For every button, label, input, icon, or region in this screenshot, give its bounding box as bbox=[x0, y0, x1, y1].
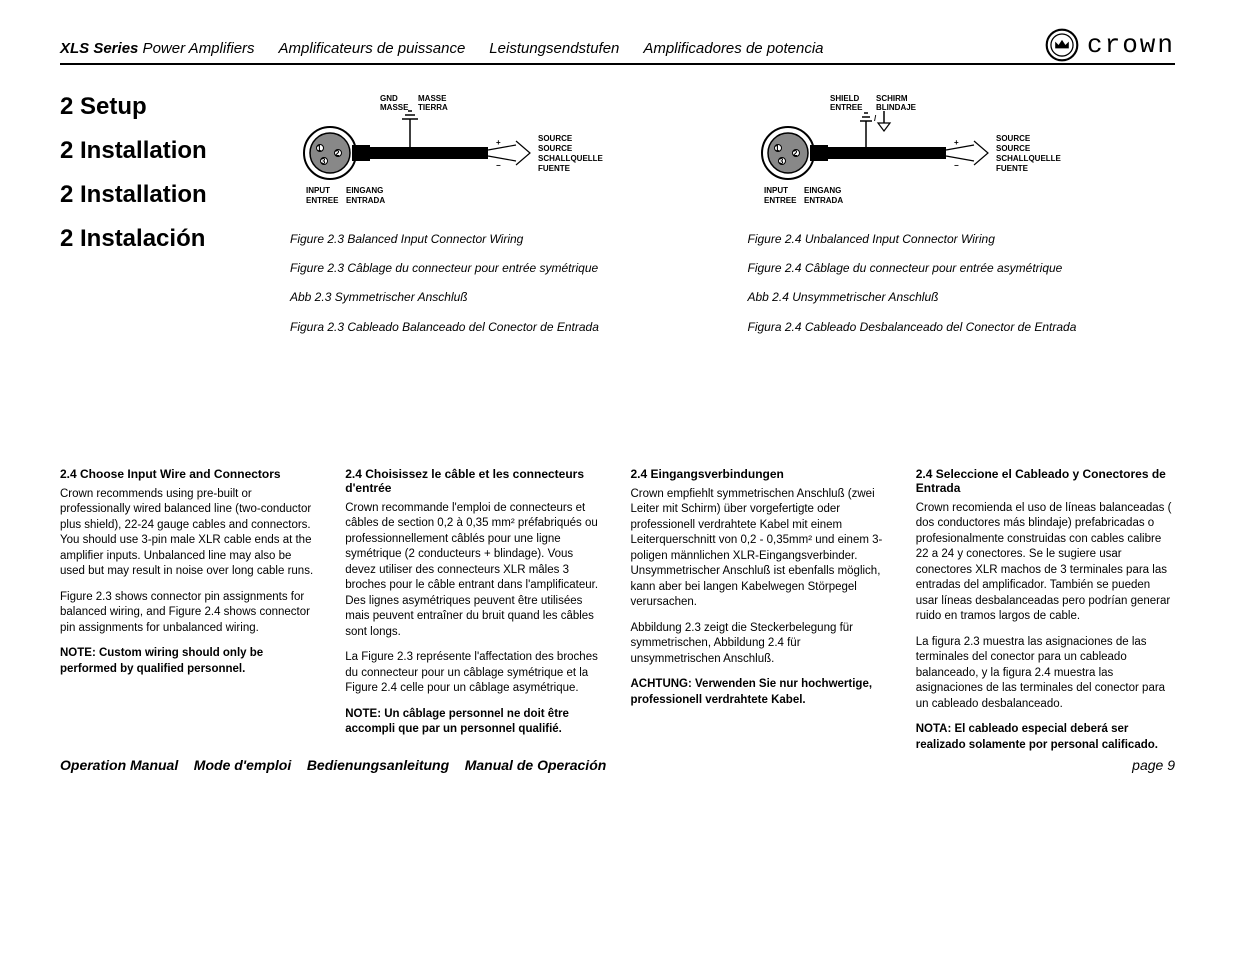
body-columns: 2.4 Choose Input Wire and Connectors Cro… bbox=[60, 467, 1175, 764]
col-es: 2.4 Seleccione el Cableado y Conectores … bbox=[916, 467, 1175, 764]
col-es-p1: Crown recomienda el uso de líneas balanc… bbox=[916, 501, 1175, 625]
svg-text:−: − bbox=[954, 161, 959, 170]
svg-text:ENTRADA: ENTRADA bbox=[346, 196, 385, 205]
page-number: page 9 bbox=[1132, 757, 1175, 773]
figure-2-3-diagram: 1 3 2 + − GND MASSE MASSE TI bbox=[290, 93, 718, 218]
col-es-note: NOTA: El cableado especial deberá ser re… bbox=[916, 722, 1175, 753]
svg-text:ENTREE: ENTREE bbox=[830, 103, 863, 112]
svg-text:FUENTE: FUENTE bbox=[996, 164, 1029, 173]
svg-text:+: + bbox=[954, 138, 959, 147]
svg-text:SOURCE: SOURCE bbox=[538, 144, 573, 153]
col-en-note: NOTE: Custom wiring should only be perfo… bbox=[60, 646, 319, 677]
svg-text:EINGANG: EINGANG bbox=[804, 186, 841, 195]
svg-text:ENTRADA: ENTRADA bbox=[804, 196, 843, 205]
fig23-caption-es: Figura 2.3 Cableado Balanceado del Conec… bbox=[290, 318, 718, 337]
header-lang-es: Amplificadores de potencia bbox=[643, 40, 823, 57]
svg-text:SCHALLQUELLE: SCHALLQUELLE bbox=[538, 154, 604, 163]
svg-text:1: 1 bbox=[775, 144, 780, 153]
svg-text:2: 2 bbox=[335, 149, 340, 158]
svg-text:SCHIRM: SCHIRM bbox=[876, 94, 908, 103]
figure-2-4-block: 1 3 2 / + − SHIELD bbox=[748, 93, 1176, 347]
svg-text:−: − bbox=[496, 161, 501, 170]
heading-setup: 2 Setup bbox=[60, 93, 260, 121]
col-en: 2.4 Choose Input Wire and Connectors Cro… bbox=[60, 467, 319, 764]
svg-text:SOURCE: SOURCE bbox=[996, 144, 1031, 153]
figure-2-3-block: 1 3 2 + − GND MASSE MASSE TI bbox=[290, 93, 718, 347]
footer-t1: Operation Manual bbox=[60, 757, 178, 773]
header-bar: XLS Series Power Amplifiers Amplificateu… bbox=[60, 40, 1175, 65]
fig24-caption-fr: Figure 2.4 Câblage du connecteur pour en… bbox=[748, 259, 1176, 278]
svg-text:INPUT: INPUT bbox=[764, 186, 788, 195]
col-de-p1: Crown empfiehlt symmetrischen Anschluß (… bbox=[631, 487, 890, 611]
svg-text:TIERRA: TIERRA bbox=[418, 103, 448, 112]
figure-2-4-diagram: 1 3 2 / + − SHIELD bbox=[748, 93, 1176, 218]
col-de: 2.4 Eingangsverbindungen Crown empfiehlt… bbox=[631, 467, 890, 764]
col-en-p2: Figure 2.3 shows connector pin assignmen… bbox=[60, 590, 319, 637]
svg-text:3: 3 bbox=[321, 157, 326, 166]
footer-t4: Manual de Operación bbox=[465, 757, 607, 773]
svg-text:FUENTE: FUENTE bbox=[538, 164, 571, 173]
svg-text:INPUT: INPUT bbox=[306, 186, 330, 195]
col-fr-title: 2.4 Choisissez le câble et les connecteu… bbox=[345, 467, 604, 495]
svg-text:/: / bbox=[874, 114, 877, 123]
svg-text:3: 3 bbox=[779, 157, 784, 166]
series-title: XLS Series Power Amplifiers bbox=[60, 40, 255, 57]
svg-text:EINGANG: EINGANG bbox=[346, 186, 383, 195]
page-footer: Operation Manual Mode d'emploi Bedienung… bbox=[60, 757, 1175, 773]
svg-text:SHIELD: SHIELD bbox=[830, 94, 860, 103]
col-fr-note: NOTE: Un câblage personnel ne doit être … bbox=[345, 707, 604, 738]
lbl-gnd: GND bbox=[380, 94, 398, 103]
header-lang-de: Leistungsendstufen bbox=[489, 40, 619, 57]
svg-text:SOURCE: SOURCE bbox=[996, 134, 1031, 143]
svg-text:MASSE: MASSE bbox=[418, 94, 447, 103]
fig24-caption-es: Figura 2.4 Cableado Desbalanceado del Co… bbox=[748, 318, 1176, 337]
svg-text:MASSE: MASSE bbox=[380, 103, 409, 112]
svg-text:SOURCE: SOURCE bbox=[538, 134, 573, 143]
crown-icon bbox=[1045, 28, 1079, 62]
col-fr-p2: La Figure 2.3 représente l'affectation d… bbox=[345, 650, 604, 697]
col-de-note: ACHTUNG: Verwenden Sie nur hochwertige, … bbox=[631, 677, 890, 708]
col-de-p2: Abbildung 2.3 zeigt die Steckerbelegung … bbox=[631, 621, 890, 668]
header-lang-fr: Amplificateurs de puissance bbox=[279, 40, 466, 57]
col-es-p2: La figura 2.3 muestra las asignaciones d… bbox=[916, 635, 1175, 713]
heading-install-fr: 2 Installation bbox=[60, 137, 260, 165]
brand-text: crown bbox=[1087, 30, 1175, 60]
fig23-caption-en: Figure 2.3 Balanced Input Connector Wiri… bbox=[290, 230, 718, 249]
col-en-p1: Crown recommends using pre-built or prof… bbox=[60, 487, 319, 580]
svg-text:SCHALLQUELLE: SCHALLQUELLE bbox=[996, 154, 1062, 163]
heading-install-de: 2 Installation bbox=[60, 181, 260, 209]
col-fr-p1: Crown recommande l'emploi de connecteurs… bbox=[345, 501, 604, 641]
fig24-caption-en: Figure 2.4 Unbalanced Input Connector Wi… bbox=[748, 230, 1176, 249]
brand-logo: crown bbox=[1045, 28, 1175, 62]
svg-text:ENTREE: ENTREE bbox=[764, 196, 797, 205]
section-headings: 2 Setup 2 Installation 2 Installation 2 … bbox=[60, 93, 260, 347]
svg-text:+: + bbox=[496, 138, 501, 147]
col-en-title: 2.4 Choose Input Wire and Connectors bbox=[60, 467, 319, 481]
fig23-caption-fr: Figure 2.3 Câblage du connecteur pour en… bbox=[290, 259, 718, 278]
col-es-title: 2.4 Seleccione el Cableado y Conectores … bbox=[916, 467, 1175, 495]
col-de-title: 2.4 Eingangsverbindungen bbox=[631, 467, 890, 481]
footer-t3: Bedienungsanleitung bbox=[307, 757, 449, 773]
footer-t2: Mode d'emploi bbox=[194, 757, 291, 773]
svg-text:2: 2 bbox=[793, 149, 798, 158]
col-fr: 2.4 Choisissez le câble et les connecteu… bbox=[345, 467, 604, 764]
svg-text:1: 1 bbox=[317, 144, 322, 153]
fig24-caption-de: Abb 2.4 Unsymmetrischer Anschluß bbox=[748, 288, 1176, 307]
fig23-caption-de: Abb 2.3 Symmetrischer Anschluß bbox=[290, 288, 718, 307]
svg-text:ENTREE: ENTREE bbox=[306, 196, 339, 205]
heading-install-es: 2 Instalación bbox=[60, 225, 260, 253]
svg-text:BLINDAJE: BLINDAJE bbox=[876, 103, 917, 112]
